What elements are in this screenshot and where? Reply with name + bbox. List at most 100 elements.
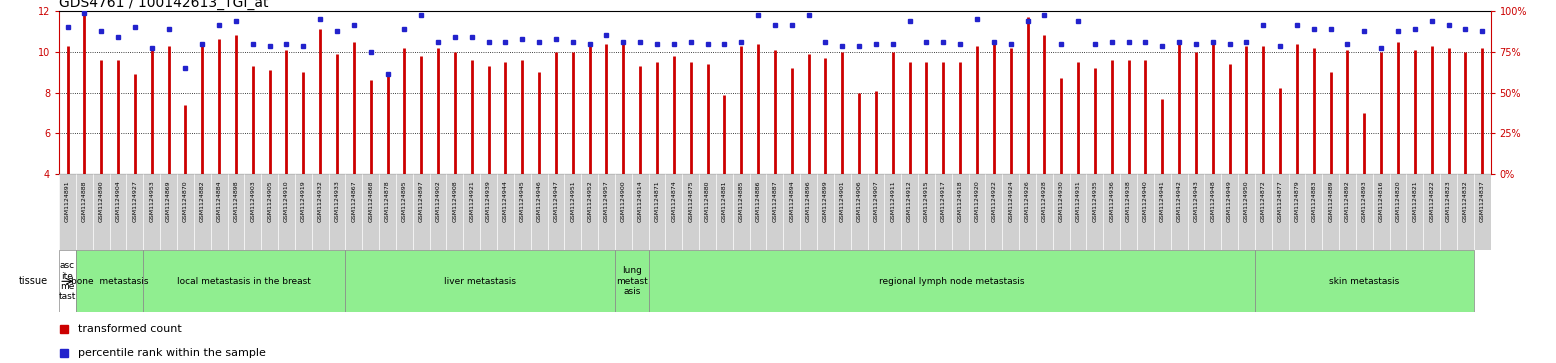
Text: GSM1124918: GSM1124918	[957, 180, 963, 222]
Bar	[1137, 174, 1155, 250]
Text: GSM1124816: GSM1124816	[1379, 180, 1383, 222]
Text: GSM1124930: GSM1124930	[1058, 180, 1064, 222]
Text: GSM1124920: GSM1124920	[974, 180, 979, 222]
Text: GSM1124832: GSM1124832	[1463, 180, 1467, 222]
Bar	[177, 174, 194, 250]
Bar	[296, 174, 311, 250]
Bar	[279, 174, 296, 250]
Text: GSM1124821: GSM1124821	[1413, 180, 1418, 222]
Text: GSM1124822: GSM1124822	[1430, 180, 1435, 222]
Bar	[918, 174, 935, 250]
Text: GSM1124945: GSM1124945	[520, 180, 524, 222]
Text: asc
ite
me
tast: asc ite me tast	[59, 261, 76, 301]
Text: GSM1124917: GSM1124917	[941, 180, 946, 222]
Text: GSM1124953: GSM1124953	[149, 180, 154, 222]
Bar	[632, 174, 649, 250]
Text: GSM1124941: GSM1124941	[1159, 180, 1165, 222]
Text: local metastasis in the breast: local metastasis in the breast	[177, 277, 311, 286]
Text: GSM1124932: GSM1124932	[317, 180, 322, 222]
Bar	[126, 174, 143, 250]
Bar	[935, 174, 952, 250]
Bar	[649, 174, 666, 250]
Text: GSM1124888: GSM1124888	[82, 180, 87, 222]
Bar	[345, 250, 615, 312]
Bar	[261, 174, 279, 250]
Bar	[1271, 174, 1288, 250]
Text: regional lymph node metastasis: regional lymph node metastasis	[879, 277, 1024, 286]
Bar	[93, 174, 109, 250]
Bar	[1323, 174, 1340, 250]
Bar	[244, 174, 261, 250]
Text: GSM1124949: GSM1124949	[1228, 180, 1232, 222]
Bar	[851, 174, 868, 250]
Bar	[1305, 174, 1323, 250]
Text: GSM1124895: GSM1124895	[401, 180, 406, 222]
Text: GSM1124948: GSM1124948	[1211, 180, 1215, 222]
Text: GSM1124912: GSM1124912	[907, 180, 912, 222]
Bar	[395, 174, 412, 250]
Bar	[1002, 174, 1019, 250]
Text: GSM1124908: GSM1124908	[453, 180, 457, 222]
Bar	[548, 174, 565, 250]
Bar	[750, 174, 767, 250]
Bar	[868, 174, 884, 250]
Text: GSM1124883: GSM1124883	[1312, 180, 1316, 222]
Bar	[1155, 174, 1170, 250]
Text: GSM1124900: GSM1124900	[621, 180, 626, 222]
Bar	[733, 174, 750, 250]
Bar	[901, 174, 918, 250]
Text: bone  metastasis: bone metastasis	[72, 277, 148, 286]
Bar	[1372, 174, 1390, 250]
Bar	[783, 174, 800, 250]
Bar	[447, 174, 464, 250]
Text: GSM1124823: GSM1124823	[1446, 180, 1452, 222]
Bar	[345, 174, 363, 250]
Text: GSM1124874: GSM1124874	[671, 180, 677, 222]
Bar	[884, 174, 901, 250]
Bar	[1340, 174, 1355, 250]
Bar	[1456, 174, 1474, 250]
Bar	[1221, 174, 1239, 250]
Bar	[160, 174, 177, 250]
Text: GSM1124933: GSM1124933	[335, 180, 339, 222]
Text: GSM1124875: GSM1124875	[688, 180, 692, 222]
Text: GSM1124878: GSM1124878	[384, 180, 391, 222]
Text: GSM1124899: GSM1124899	[823, 180, 828, 222]
Text: GSM1124880: GSM1124880	[705, 180, 710, 222]
Bar	[1069, 174, 1086, 250]
Text: skin metastasis: skin metastasis	[1329, 277, 1399, 286]
Bar	[1288, 174, 1305, 250]
Bar	[143, 250, 345, 312]
Text: GSM1124901: GSM1124901	[840, 180, 845, 222]
Text: GSM1124943: GSM1124943	[1193, 180, 1198, 222]
Bar	[716, 174, 733, 250]
Bar	[1239, 174, 1254, 250]
Bar	[1036, 174, 1053, 250]
Bar	[1355, 174, 1372, 250]
Bar	[1086, 174, 1103, 250]
Bar	[109, 174, 126, 250]
Bar	[817, 174, 834, 250]
Text: GSM1124891: GSM1124891	[65, 180, 70, 222]
Bar	[412, 174, 429, 250]
Bar	[1407, 174, 1424, 250]
Bar	[682, 174, 699, 250]
Bar	[496, 174, 513, 250]
Text: GSM1124922: GSM1124922	[991, 180, 996, 222]
Text: GSM1124889: GSM1124889	[1329, 180, 1333, 222]
Text: GSM1124884: GSM1124884	[216, 180, 221, 222]
Text: GSM1124871: GSM1124871	[655, 180, 660, 222]
Text: GSM1124894: GSM1124894	[789, 180, 794, 222]
Text: GSM1124867: GSM1124867	[352, 180, 356, 222]
Text: GSM1124926: GSM1124926	[1025, 180, 1030, 222]
Text: GSM1124946: GSM1124946	[537, 180, 541, 222]
Text: GSM1124951: GSM1124951	[571, 180, 576, 222]
Bar	[194, 174, 210, 250]
Bar	[952, 174, 968, 250]
Text: GSM1124950: GSM1124950	[1243, 180, 1249, 222]
Bar	[227, 174, 244, 250]
Bar	[1120, 174, 1137, 250]
Text: GSM1124940: GSM1124940	[1144, 180, 1148, 222]
Bar	[565, 174, 582, 250]
Bar	[311, 174, 328, 250]
